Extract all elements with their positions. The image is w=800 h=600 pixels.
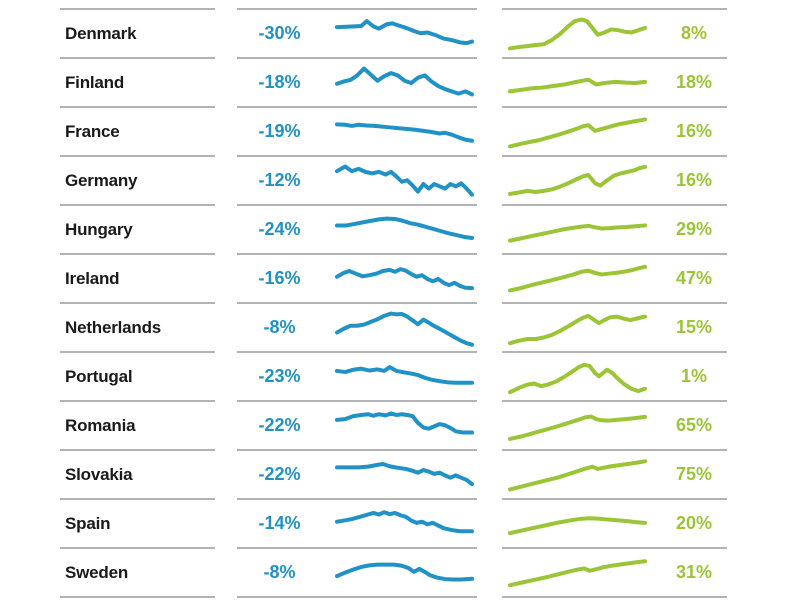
growth-sparkline: [510, 15, 645, 53]
row-left-margin: [0, 449, 60, 498]
decline-value: -8%: [263, 562, 296, 582]
row-left-margin: [0, 106, 60, 155]
decline-sparkline: [337, 554, 472, 592]
row-left-margin: [0, 155, 60, 204]
growth-value: 18%: [675, 72, 713, 92]
growth-value: 29%: [675, 219, 713, 239]
growth-sparkline: [510, 407, 645, 445]
table-row: Romania -22% 65%: [0, 400, 800, 449]
growth-value: 15%: [675, 317, 713, 337]
country-label: Hungary: [65, 219, 133, 239]
decline-sparkline: [337, 162, 472, 200]
row-left-margin: [0, 498, 60, 547]
row-left-margin: [0, 204, 60, 253]
decline-value: -24%: [258, 219, 301, 239]
row-left-margin: [0, 302, 60, 351]
country-label: Sweden: [65, 562, 129, 582]
bottom-divider-blue-segment: [237, 596, 477, 600]
growth-sparkline: [510, 456, 645, 494]
decline-sparkline: [337, 211, 472, 249]
country-label: Portugal: [65, 366, 133, 386]
growth-sparkline: [510, 64, 645, 102]
growth-sparkline: [510, 162, 645, 200]
decline-sparkline: [337, 113, 472, 151]
growth-sparkline: [510, 358, 645, 396]
decline-value: -16%: [258, 268, 301, 288]
decline-value: -22%: [258, 464, 301, 484]
bottom-divider: [0, 596, 800, 600]
decline-value: -22%: [258, 415, 301, 435]
growth-sparkline: [510, 554, 645, 592]
row-left-margin: [0, 8, 60, 57]
table-row: Germany -12% 16%: [0, 155, 800, 204]
country-label: Germany: [65, 170, 138, 190]
country-label: Slovakia: [65, 464, 133, 484]
decline-sparkline: [337, 407, 472, 445]
table-row: Finland -18% 18%: [0, 57, 800, 106]
country-label: Finland: [65, 72, 125, 92]
decline-value: -8%: [263, 317, 296, 337]
decline-sparkline: [337, 260, 472, 298]
table-row: France -19% 16%: [0, 106, 800, 155]
bottom-divider-green-segment: [502, 596, 727, 600]
row-left-margin: [0, 351, 60, 400]
growth-value: 47%: [675, 268, 713, 288]
growth-value: 16%: [675, 170, 713, 190]
decline-value: -23%: [258, 366, 301, 386]
growth-value: 1%: [680, 366, 707, 386]
bottom-divider-country-segment: [60, 596, 215, 600]
bottom-divider-spacer: [0, 596, 60, 600]
growth-value: 16%: [675, 121, 713, 141]
row-left-margin: [0, 547, 60, 596]
table-row: Netherlands -8% 15%: [0, 302, 800, 351]
country-label: Ireland: [65, 268, 120, 288]
country-label: Spain: [65, 513, 111, 533]
growth-value: 31%: [675, 562, 713, 582]
row-left-margin: [0, 253, 60, 302]
row-left-margin: [0, 57, 60, 106]
decline-value: -19%: [258, 121, 301, 141]
decline-value: -14%: [258, 513, 301, 533]
decline-sparkline: [337, 358, 472, 396]
country-label: France: [65, 121, 120, 141]
decline-sparkline: [337, 505, 472, 543]
decline-value: -12%: [258, 170, 301, 190]
table-row: Spain -14% 20%: [0, 498, 800, 547]
table-row: Slovakia -22% 75%: [0, 449, 800, 498]
growth-value: 75%: [675, 464, 713, 484]
table-row: Hungary -24% 29%: [0, 204, 800, 253]
country-label: Romania: [65, 415, 136, 435]
country-trends-table: Denmark -30% 8% Finland -18% 18%: [0, 8, 800, 596]
growth-value: 65%: [675, 415, 713, 435]
growth-sparkline: [510, 309, 645, 347]
table-row: Denmark -30% 8%: [0, 8, 800, 57]
growth-sparkline: [510, 211, 645, 249]
decline-sparkline: [337, 64, 472, 102]
row-left-margin: [0, 400, 60, 449]
growth-value: 20%: [675, 513, 713, 533]
table-row: Ireland -16% 47%: [0, 253, 800, 302]
growth-sparkline: [510, 260, 645, 298]
growth-value: 8%: [680, 23, 707, 43]
decline-value: -30%: [258, 23, 301, 43]
growth-sparkline: [510, 505, 645, 543]
table-row: Sweden -8% 31%: [0, 547, 800, 596]
decline-sparkline: [337, 15, 472, 53]
country-label: Netherlands: [65, 317, 162, 337]
country-label: Denmark: [65, 23, 137, 43]
decline-value: -18%: [258, 72, 301, 92]
decline-sparkline: [337, 456, 472, 494]
growth-sparkline: [510, 113, 645, 151]
decline-sparkline: [337, 309, 472, 347]
table-row: Portugal -23% 1%: [0, 351, 800, 400]
